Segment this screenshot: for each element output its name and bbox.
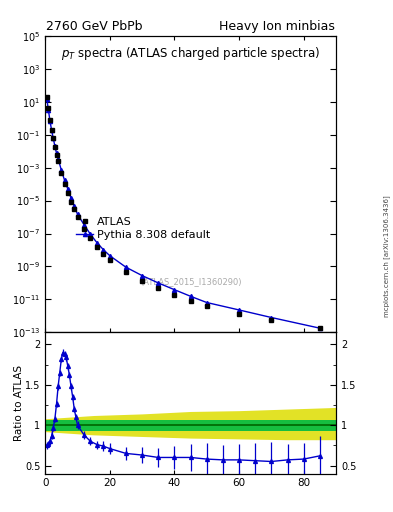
ATLAS <box>69 199 73 205</box>
ATLAS <box>88 236 93 242</box>
ATLAS <box>107 257 112 263</box>
Pythia 8.308 default <box>72 203 77 209</box>
Pythia 8.308 default <box>59 167 64 173</box>
ATLAS <box>140 278 145 284</box>
ATLAS <box>101 251 106 258</box>
ATLAS <box>53 144 57 150</box>
ATLAS <box>269 317 274 323</box>
Pythia 8.308 default <box>48 118 52 124</box>
Pythia 8.308 default <box>44 96 49 102</box>
ATLAS <box>95 244 99 250</box>
Pythia 8.308 default <box>88 231 93 238</box>
ATLAS <box>59 170 64 177</box>
Legend: ATLAS, Pythia 8.308 default: ATLAS, Pythia 8.308 default <box>74 215 213 243</box>
Pythia 8.308 default <box>156 280 161 286</box>
ATLAS <box>75 214 80 220</box>
ATLAS <box>48 117 52 123</box>
ATLAS <box>46 105 51 112</box>
Bar <box>45 419 336 431</box>
ATLAS <box>124 269 129 275</box>
ATLAS <box>82 225 86 231</box>
Pythia 8.308 default <box>56 156 61 162</box>
Text: Heavy Ion minbias: Heavy Ion minbias <box>219 20 335 33</box>
Text: 2760 GeV PbPb: 2760 GeV PbPb <box>46 20 143 33</box>
Pythia 8.308 default <box>75 211 80 217</box>
Pythia 8.308 default <box>269 314 274 321</box>
Pythia 8.308 default <box>237 307 241 313</box>
Pythia 8.308 default <box>172 287 177 293</box>
Pythia 8.308 default <box>66 186 70 192</box>
Pythia 8.308 default <box>107 252 112 259</box>
ATLAS <box>188 297 193 304</box>
Pythia 8.308 default <box>82 222 86 228</box>
ATLAS <box>172 292 177 298</box>
Pythia 8.308 default <box>54 150 59 156</box>
ATLAS <box>62 181 67 187</box>
Pythia 8.308 default <box>62 177 67 183</box>
Pythia 8.308 default <box>188 293 193 300</box>
Line: ATLAS: ATLAS <box>44 94 322 331</box>
Pythia 8.308 default <box>69 195 73 201</box>
Pythia 8.308 default <box>51 135 56 141</box>
ATLAS <box>51 135 56 141</box>
Y-axis label: Ratio to ATLAS: Ratio to ATLAS <box>14 365 24 441</box>
Pythia 8.308 default <box>53 143 57 150</box>
ATLAS <box>72 206 77 212</box>
Pythia 8.308 default <box>318 325 322 331</box>
ATLAS <box>49 126 54 133</box>
ATLAS <box>204 303 209 309</box>
ATLAS <box>156 285 161 291</box>
Text: $p_T$ spectra (ATLAS charged particle spectra): $p_T$ spectra (ATLAS charged particle sp… <box>61 45 320 62</box>
Pythia 8.308 default <box>124 264 129 270</box>
Pythia 8.308 default <box>101 247 106 253</box>
ATLAS <box>54 152 59 158</box>
Text: (ATLAS_2015_I1360290): (ATLAS_2015_I1360290) <box>140 278 241 287</box>
Line: Pythia 8.308 default: Pythia 8.308 default <box>45 97 322 330</box>
Pythia 8.308 default <box>140 272 145 279</box>
Pythia 8.308 default <box>95 240 99 246</box>
Pythia 8.308 default <box>46 107 51 113</box>
Pythia 8.308 default <box>204 300 209 306</box>
ATLAS <box>56 158 61 164</box>
Text: mcplots.cern.ch [arXiv:1306.3436]: mcplots.cern.ch [arXiv:1306.3436] <box>383 195 390 317</box>
Pythia 8.308 default <box>49 127 54 134</box>
ATLAS <box>66 189 70 196</box>
ATLAS <box>237 310 241 316</box>
ATLAS <box>44 94 49 100</box>
ATLAS <box>318 325 322 331</box>
